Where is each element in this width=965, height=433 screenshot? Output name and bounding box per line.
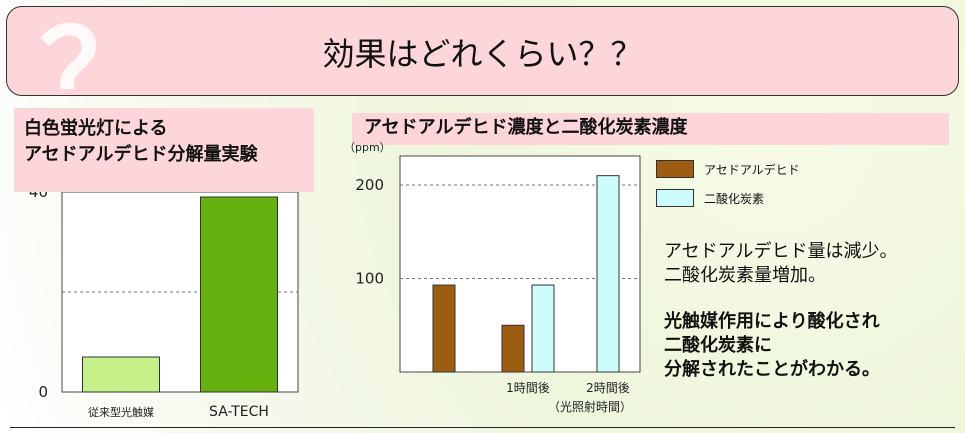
explanation-text: アセドアルデヒド量は減少。 二酸化炭素量増加。 [664,240,954,288]
right-x-tick-label: 2時間後 [586,381,630,395]
left-x-tick-label: SA-TECH [209,404,269,420]
conclusion-line1: 光触媒作用により酸化され [664,311,880,332]
right-bar [432,284,456,373]
left-chart-title: 白色蛍光灯による アセドアルデヒド分解量実験 [14,108,314,192]
right-chart-title: アセドアルデヒド濃度と二酸化炭素濃度 [352,113,949,145]
bottom-divider [10,427,955,428]
conclusion-text: 光触媒作用により酸化され 二酸化炭素に 分解されたことがわかる。 [664,310,954,382]
legend-swatch-acetaldehyde [656,160,694,178]
question-mark-decoration: ？ [39,6,159,96]
right-y-tick-label: 100 [355,270,384,288]
right-y-tick-label: 200 [355,176,384,194]
left-y-tick-label: 0 [38,383,48,401]
conclusion-line3: 分解されたことがわかる。 [664,359,880,380]
right-bar [531,284,555,373]
right-x-tick-label: 1時間後 [506,381,550,395]
title-banner: ？ 効果はどれくらい？？ [6,6,959,96]
left-chart-title-line1: 白色蛍光灯による [24,118,168,139]
right-y-axis-unit: （ppm） [344,141,391,154]
legend-item-co2: 二酸化炭素 [656,189,800,207]
right-bar [596,175,620,373]
left-bar [82,356,160,393]
page-title: 効果はどれくらい？？ [322,35,643,73]
left-bar [200,196,278,393]
right-bar [501,324,525,373]
legend-label-co2: 二酸化炭素 [704,191,765,206]
explanation-line2: 二酸化炭素量増加。 [664,265,826,286]
right-x-axis-label: （光照射時間） [548,399,632,414]
right-bar-chart: 100 200 （ppm） 1時間後 2時間後 （光照射時間） [344,141,641,414]
left-x-tick-label: 従来型光触媒 [88,405,154,419]
legend-item-acetaldehyde: アセドアルデヒド [656,160,800,178]
explanation-line1: アセドアルデヒド量は減少。 [664,241,898,262]
legend-swatch-co2 [656,189,694,207]
chart-legend: アセドアルデヒド 二酸化炭素 [656,160,800,207]
legend-label-acetaldehyde: アセドアルデヒド [704,162,800,177]
left-chart-title-line2: アセドアルデヒド分解量実験 [24,144,258,165]
conclusion-line2: 二酸化炭素に [664,335,772,356]
